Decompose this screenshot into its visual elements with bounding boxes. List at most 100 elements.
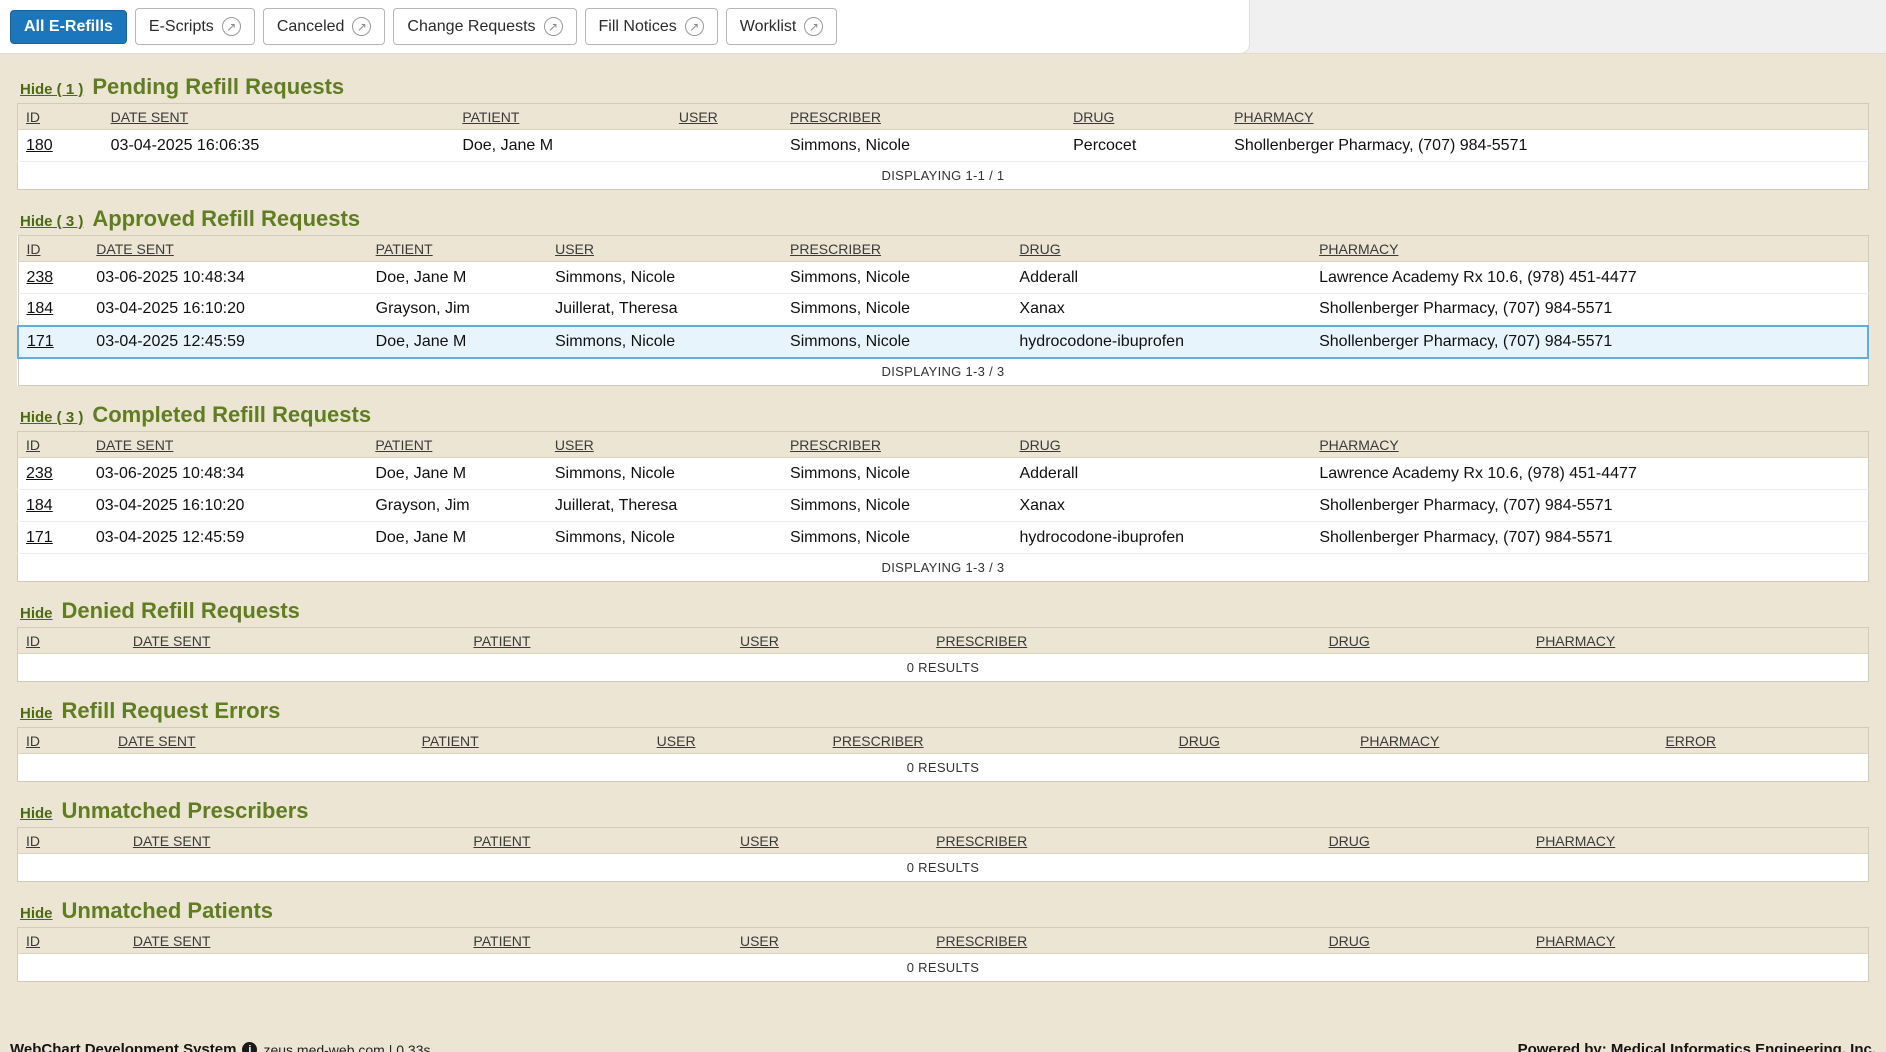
system-name-link[interactable]: WebChart Development System [10,1041,237,1052]
refill-id-link[interactable]: 238 [26,268,54,286]
table-row[interactable]: 180 03-04-2025 16:06:35 Doe, Jane M Simmons… [17,129,1869,162]
hide-toggle-approved-refill-requests[interactable]: Hide ( 3 ) [20,213,84,230]
column-header-id[interactable]: ID [26,108,40,125]
column-header-error[interactable]: ERROR [1665,732,1716,749]
column-header-prescriber[interactable]: PRESCRIBER [789,108,881,125]
column-header-pharmacy[interactable]: PHARMACY [1319,436,1399,453]
column-header-patient[interactable]: PATIENT [473,932,531,949]
table-row[interactable]: 184 03-04-2025 16:10:20 Grayson, Jim Juille… [18,293,1868,326]
refill-id-link[interactable]: 238 [26,464,53,482]
hide-toggle-denied-refill-requests[interactable]: Hide [20,605,53,622]
column-header-user[interactable]: USER [555,240,594,257]
column-header-id[interactable]: ID [26,832,40,849]
column-header-drug[interactable]: DRUG [1073,108,1115,125]
column-header-date-sent[interactable]: DATE SENT [132,932,211,949]
column-header-patient[interactable]: PATIENT [375,436,433,453]
column-header-id[interactable]: ID [26,632,40,649]
table-row[interactable]: 238 03-06-2025 10:48:34 Doe, Jane M Simmons… [18,261,1868,294]
cell-date-sent: 03-04-2025 16:10:20 [87,489,368,522]
column-header-pharmacy[interactable]: PHARMACY [1535,932,1616,949]
column-header-id[interactable]: ID [26,436,40,453]
column-header-drug[interactable]: DRUG [1178,732,1220,749]
column-header-cell: DRUG [1011,235,1312,262]
column-header-prescriber[interactable]: PRESCRIBER [936,632,1028,649]
refill-id-link[interactable]: 171 [27,332,54,350]
hide-toggle-unmatched-prescribers[interactable]: Hide [20,805,53,822]
table-row[interactable]: 184 03-04-2025 16:10:20 Grayson, Jim Juille… [17,489,1869,522]
table-row[interactable]: 238 03-06-2025 10:48:34 Doe, Jane M Simmons… [17,457,1869,490]
column-header-cell: USER [670,103,782,130]
column-header-date-sent[interactable]: DATE SENT [132,632,211,649]
column-header-user[interactable]: USER [739,632,779,649]
column-header-patient[interactable]: PATIENT [473,632,531,649]
column-header-date-sent[interactable]: DATE SENT [110,108,189,125]
column-header-date-sent[interactable]: DATE SENT [95,436,174,453]
column-header-id[interactable]: ID [26,732,40,749]
refill-id-link[interactable]: 184 [26,496,53,514]
column-header-drug[interactable]: DRUG [1019,436,1061,453]
column-header-cell: PHARMACY [1352,727,1658,754]
column-header-user[interactable]: USER [656,732,696,749]
column-header-patient[interactable]: PATIENT [421,732,479,749]
column-header-cell: PRESCRIBER [824,727,1171,754]
hide-toggle-unmatched-patients[interactable]: Hide [20,905,53,922]
column-header-pharmacy[interactable]: PHARMACY [1535,632,1616,649]
section-completed-refill-requests: Hide ( 3 ) Completed Refill Requests ID DAT… [17,402,1869,582]
column-header-patient[interactable]: PATIENT [375,240,433,257]
column-header-id[interactable]: ID [26,240,41,257]
column-header-pharmacy[interactable]: PHARMACY [1234,108,1314,125]
column-header-drug[interactable]: DRUG [1328,632,1370,649]
column-header-cell: PATIENT [465,827,732,854]
tab-fill-notices[interactable]: Fill Notices ↗ [584,8,718,45]
column-header-cell: PHARMACY [1311,235,1868,262]
column-header-prescriber[interactable]: PRESCRIBER [832,732,924,749]
column-header-patient[interactable]: PATIENT [473,832,531,849]
section-header: Hide ( 3 ) Approved Refill Requests [17,206,1869,232]
hide-toggle-completed-refill-requests[interactable]: Hide ( 3 ) [20,409,84,426]
column-header-date-sent[interactable]: DATE SENT [132,832,211,849]
column-header-pharmacy[interactable]: PHARMACY [1360,732,1440,749]
powered-by-link[interactable]: Powered by: Medical Informatics Engineer… [1517,1041,1876,1052]
tab-canceled[interactable]: Canceled ↗ [262,8,386,45]
section-header: Hide ( 3 ) Completed Refill Requests [17,402,1869,428]
refill-id-link[interactable]: 184 [26,300,54,318]
column-header-cell: PATIENT [367,235,548,262]
column-header-user[interactable]: USER [739,932,779,949]
tab-change-requests[interactable]: Change Requests ↗ [393,8,577,45]
section-unmatched-patients: Hide Unmatched Patients ID DATE SENT PATIENT… [17,898,1869,982]
section-title: Refill Request Errors [61,698,281,723]
column-header-row: ID DATE SENT PATIENT USER PRESCRIBER DRUG PHAR… [18,235,1868,262]
tab-label: E-Scripts [148,17,214,35]
table-row[interactable]: 171 03-04-2025 12:45:59 Doe, Jane M Simmons… [17,521,1869,554]
info-icon[interactable]: i [242,1042,258,1052]
tab-worklist[interactable]: Worklist ↗ [725,8,838,45]
cell-user [670,129,782,162]
column-header-prescriber[interactable]: PRESCRIBER [790,240,882,257]
column-header-pharmacy[interactable]: PHARMACY [1319,240,1399,257]
column-header-date-sent[interactable]: DATE SENT [96,240,174,257]
column-header-user[interactable]: USER [739,832,779,849]
column-header-prescriber[interactable]: PRESCRIBER [936,932,1028,949]
cell-date-sent: 03-04-2025 12:45:59 [87,521,368,554]
refill-id-link[interactable]: 171 [26,528,53,546]
column-header-patient[interactable]: PATIENT [462,108,520,125]
column-header-prescriber[interactable]: PRESCRIBER [936,832,1028,849]
tab-e-scripts[interactable]: E-Scripts ↗ [134,8,255,45]
hide-toggle-refill-request-errors[interactable]: Hide [20,705,53,722]
column-header-drug[interactable]: DRUG [1328,832,1370,849]
table-unmatched-patients: ID DATE SENT PATIENT USER PRESCRIBER DRUG PHAR… [17,927,1869,982]
column-header-pharmacy[interactable]: PHARMACY [1535,832,1616,849]
column-header-id[interactable]: ID [26,932,40,949]
column-header-date-sent[interactable]: DATE SENT [118,732,196,749]
column-header-cell: PRESCRIBER [928,627,1321,654]
column-header-drug[interactable]: DRUG [1328,932,1370,949]
table-row-selected[interactable]: 171 03-04-2025 12:45:59 Doe, Jane M Simmons… [16,324,1869,359]
refill-id-link[interactable]: 180 [26,136,53,154]
tab-all-e-refills[interactable]: All E-Refills [10,9,127,44]
column-header-user[interactable]: USER [554,436,594,453]
cell-id: 171 [16,324,89,359]
hide-toggle-pending-refill-requests[interactable]: Hide ( 1 ) [20,81,84,98]
column-header-prescriber[interactable]: PRESCRIBER [789,436,881,453]
column-header-user[interactable]: USER [678,108,718,125]
column-header-drug[interactable]: DRUG [1019,240,1061,257]
